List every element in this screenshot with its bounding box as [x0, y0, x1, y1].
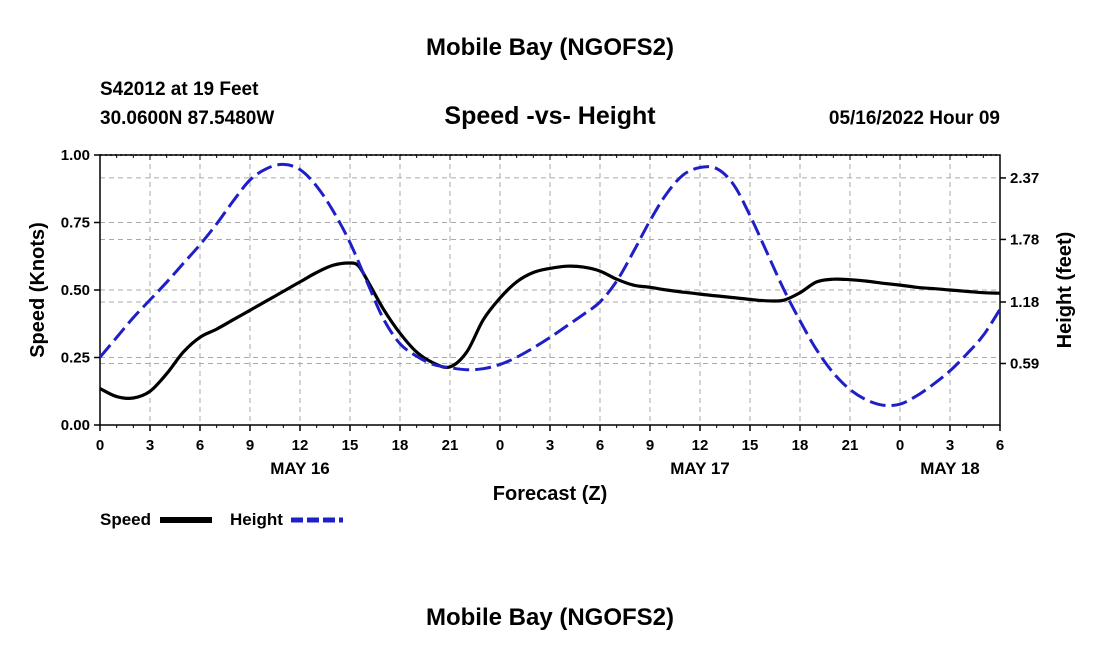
x-tick-label: 18: [792, 437, 809, 454]
series-line-speed: [99, 261, 1001, 400]
axis-ticks: 0 3 6 9 12 15 18 21 0 3 6 9 12 15 18 21 0 3 6 MAY 16 MAY 17 M…: [61, 147, 1039, 478]
x-tick-label: 3: [546, 437, 554, 454]
x-tick-label: 21: [442, 437, 459, 454]
station-label: S42012 at 19 Feet: [100, 79, 259, 100]
footer-title: Mobile Bay (NGOFS2): [426, 604, 674, 631]
x-tick-label: 15: [742, 437, 759, 454]
y-tick-label: 0.00: [61, 417, 90, 434]
x-tick-label: 3: [146, 437, 154, 454]
x-tick-label: 18: [392, 437, 409, 454]
x-tick-label: 3: [946, 437, 954, 454]
x-tick-label: 6: [996, 437, 1004, 454]
y-tick-label: 0.75: [61, 215, 90, 232]
main-title: Mobile Bay (NGOFS2): [426, 34, 674, 61]
y-tick-label: 0.50: [61, 282, 90, 299]
legend-speed-label: Speed: [100, 510, 151, 529]
x-tick-label: 15: [342, 437, 359, 454]
y2-tick-label: 2.37: [1010, 170, 1039, 187]
x-tick-label: 6: [596, 437, 604, 454]
date-label: MAY 18: [920, 459, 980, 478]
x-tick-label: 0: [96, 437, 104, 454]
x-tick-label: 0: [896, 437, 904, 454]
y2-tick-label: 1.18: [1010, 294, 1039, 311]
x-tick-label: 6: [196, 437, 204, 454]
date-label: MAY 16: [270, 459, 330, 478]
x-tick-label: 12: [292, 437, 309, 454]
x-tick-label: 21: [842, 437, 859, 454]
y2-axis-label: Height (feet): [1054, 232, 1076, 349]
coords-label: 30.0600N 87.5480W: [100, 108, 274, 129]
timestamp-label: 05/16/2022 Hour 09: [829, 108, 1000, 129]
series-lines: [98, 162, 1002, 408]
x-tick-label: 12: [692, 437, 709, 454]
y2-tick-label: 1.78: [1010, 231, 1039, 248]
y-tick-label: 0.25: [61, 350, 90, 367]
legend-height-label: Height: [230, 510, 283, 529]
x-tick-label: 9: [646, 437, 654, 454]
y2-tick-label: 0.59: [1010, 355, 1039, 372]
y-tick-label: 1.00: [61, 147, 90, 164]
x-tick-label: 0: [496, 437, 504, 454]
legend: Speed Height: [100, 510, 343, 529]
y-axis-label: Speed (Knots): [27, 222, 49, 358]
chart-title: Speed -vs- Height: [444, 102, 656, 130]
x-axis-label: Forecast (Z): [493, 483, 607, 505]
x-tick-label: 9: [246, 437, 254, 454]
date-label: MAY 17: [670, 459, 730, 478]
series-line-height: [98, 162, 1002, 408]
grid: [100, 154, 1000, 425]
